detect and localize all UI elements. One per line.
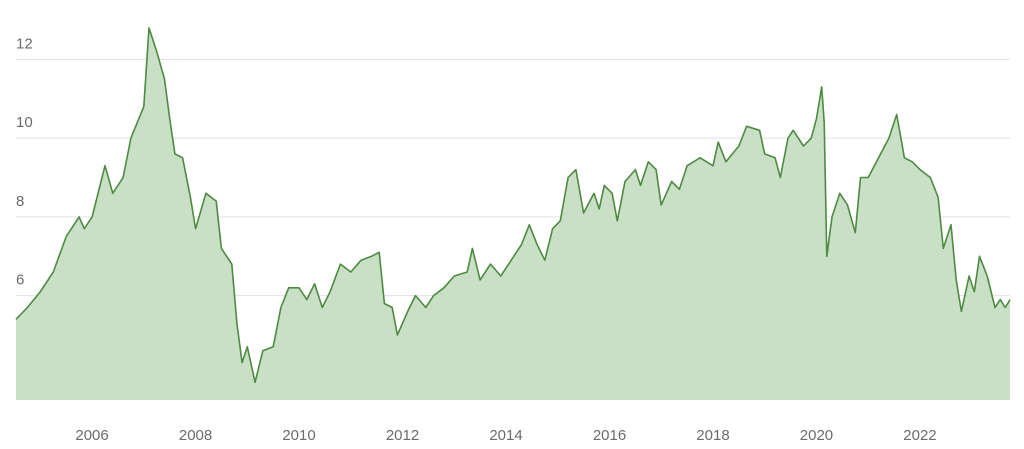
x-tick-label: 2006 — [75, 427, 108, 444]
x-tick-label: 2016 — [593, 427, 626, 444]
y-tick-label: 8 — [16, 193, 24, 210]
y-tick-label: 12 — [16, 35, 33, 52]
line — [15, 27, 1011, 384]
y-tick-label: 10 — [16, 114, 33, 131]
x-tick-label: 2008 — [179, 427, 212, 444]
x-tick-label: 2020 — [800, 427, 833, 444]
x-tick-label: 2012 — [386, 427, 419, 444]
y-tick-label: 6 — [16, 272, 24, 289]
area-fill — [16, 27, 1010, 401]
x-tick-label: 2010 — [282, 427, 315, 444]
x-tick-label: 2022 — [903, 427, 936, 444]
x-tick-label: 2014 — [489, 427, 522, 444]
x-tick-label: 2018 — [696, 427, 729, 444]
